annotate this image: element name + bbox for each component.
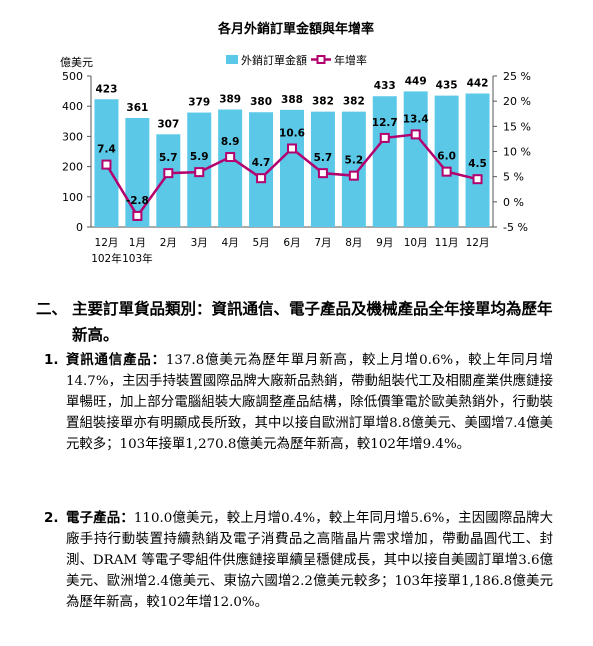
item-text: 137.8億美元為歷年單月新高，較上月增0.6%，較上年同月增14.7%，主因手… xyxy=(66,353,553,452)
bar-value-label: 361 xyxy=(126,102,148,114)
line-point xyxy=(441,166,452,177)
y-right-tick-label: 15 % xyxy=(503,120,531,133)
chart-title: 各月外銷訂單金額與年增率 xyxy=(217,21,374,37)
x-tick-label: 6月 xyxy=(283,237,300,249)
growth-line-series: 7.4 -2.8 5.7 5.9 8.9 4.7 10.6 5.7 5.2 12.7 13.4 6.0… xyxy=(97,113,487,221)
y-left-tick-label: 200 xyxy=(62,161,83,174)
bar xyxy=(372,96,397,227)
bar xyxy=(280,109,304,227)
legend-line-label: 年增率 xyxy=(334,53,367,67)
x-axis-labels: 12月 1月 2月 3月 4月 5月 6月 7月 8月 9月 10月 11月 12月 102年 103年 xyxy=(91,237,489,265)
x-tick-label: 3月 xyxy=(191,237,208,249)
bar xyxy=(403,91,428,227)
line-value-label: 5.7 xyxy=(314,152,333,164)
line-value-label: -2.8 xyxy=(126,195,149,207)
line-value-label: 5.7 xyxy=(159,152,178,164)
line-value-label: 7.4 xyxy=(97,144,116,156)
y-right-tick-label: -5 % xyxy=(503,221,528,234)
bar-value-label: 442 xyxy=(467,78,489,90)
line-point xyxy=(379,132,390,143)
orders-chart: 各月外銷訂單金額與年增率 億美元 外銷訂單金額 年增率 0 100 200 300 40… xyxy=(60,21,531,265)
x-tick-label: 2月 xyxy=(160,237,177,249)
section-title: 主要訂單貨品類別：資訊通信、電子產品及機械產品全年接單均為歷年新高。 xyxy=(72,299,553,344)
y-right-tick-label: 20 % xyxy=(503,95,531,108)
x-tick-label: 4月 xyxy=(222,237,239,249)
line-value-label: 10.6 xyxy=(279,127,305,139)
section-number: 二、 xyxy=(36,299,68,318)
y-left-tick-label: 300 xyxy=(62,130,83,143)
bar-value-label: 379 xyxy=(188,97,210,109)
line-value-label: 5.9 xyxy=(190,151,209,163)
list-item: 2. 電子產品：110.0億美元，較上月增0.4%，較上年同月增5.6%，主因國… xyxy=(44,508,553,613)
y-left-unit-label: 億美元 xyxy=(60,56,93,69)
y-left-tick-label: 400 xyxy=(62,100,83,113)
x-tick-label: 12月 xyxy=(95,237,119,249)
bar xyxy=(465,93,490,228)
x-year-label: 102年 xyxy=(91,252,122,265)
x-tick-label: 9月 xyxy=(376,237,393,249)
line-value-label: 4.5 xyxy=(468,158,487,170)
bar xyxy=(341,111,366,227)
bar-value-label: 382 xyxy=(312,96,334,108)
x-tick-label: 11月 xyxy=(435,237,459,249)
chart-legend: 外銷訂單金額 年增率 xyxy=(226,53,367,67)
line-point xyxy=(472,174,483,185)
y-left-tick-label: 100 xyxy=(62,191,83,204)
bar xyxy=(218,109,243,227)
bar-value-label: 307 xyxy=(157,118,179,130)
bar-value-label: 433 xyxy=(374,80,396,92)
line-value-label: 13.4 xyxy=(403,113,429,125)
line-point xyxy=(256,173,267,184)
legend-line-marker xyxy=(316,55,326,64)
item-label: 資訊通信產品： xyxy=(66,352,166,368)
line-point xyxy=(348,170,359,181)
y-right-tick-label: 0 % xyxy=(503,196,524,209)
bar xyxy=(249,112,274,227)
line-point xyxy=(225,152,236,163)
y-left-tick-label: 0 xyxy=(76,221,83,234)
bar-value-label: 389 xyxy=(219,94,241,106)
line-point xyxy=(287,143,297,154)
section-heading: 二、 主要訂單貨品類別：資訊通信、電子產品及機械產品全年接單均為歷年新高。 xyxy=(36,296,561,348)
y-right-tick-label: 10 % xyxy=(503,146,531,159)
bar xyxy=(125,117,150,227)
line-value-label: 5.2 xyxy=(345,155,364,167)
x-year-label: 103年 xyxy=(122,252,153,265)
line-point xyxy=(317,168,328,179)
x-tick-label: 10月 xyxy=(404,237,428,249)
bar-value-label: 423 xyxy=(96,83,118,95)
line-point xyxy=(101,159,112,170)
y-right-tick-label: 5 % xyxy=(503,171,524,184)
bar-value-label: 382 xyxy=(343,96,365,108)
x-tick-label: 8月 xyxy=(345,237,362,249)
legend-bar-swatch xyxy=(226,55,238,64)
line-point xyxy=(410,129,421,140)
x-tick-label: 7月 xyxy=(314,237,331,249)
line-value-label: 4.7 xyxy=(252,157,271,169)
bar-value-label: 380 xyxy=(250,96,272,108)
line-value-label: 6.0 xyxy=(437,151,456,163)
line-point xyxy=(194,167,205,178)
line-value-label: 12.7 xyxy=(372,117,398,129)
item-number: 1. xyxy=(44,352,59,368)
y-left-tick-label: 500 xyxy=(62,70,83,83)
legend-bar-label: 外銷訂單金額 xyxy=(241,53,307,67)
list-item: 1. 資訊通信產品：137.8億美元為歷年單月新高，較上月增0.6%，較上年同月… xyxy=(44,350,553,455)
bar-value-label: 449 xyxy=(405,75,427,87)
bar-value-label: 388 xyxy=(281,94,303,106)
x-tick-label: 12月 xyxy=(466,237,490,249)
line-point xyxy=(163,168,174,179)
item-text: 110.0億美元，較上月增0.4%，較上年同月增5.6%，主因國際品牌大廠手持行… xyxy=(66,511,554,610)
x-tick-label: 1月 xyxy=(129,237,146,249)
item-number: 2. xyxy=(44,510,59,526)
bar-value-label: 435 xyxy=(436,80,458,92)
line-point xyxy=(132,210,143,221)
y-right-tick-label: 25 % xyxy=(503,70,531,83)
item-label: 電子產品： xyxy=(66,510,134,526)
x-tick-label: 5月 xyxy=(252,237,269,249)
line-value-label: 8.9 xyxy=(221,136,240,148)
chart-axes: 0 100 200 300 400 500 -5 % 0 % 5 % 10 % 15 % 20 % 25… xyxy=(62,70,531,234)
bar xyxy=(156,134,181,227)
